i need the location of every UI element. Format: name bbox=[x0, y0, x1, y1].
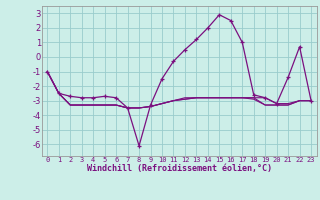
X-axis label: Windchill (Refroidissement éolien,°C): Windchill (Refroidissement éolien,°C) bbox=[87, 164, 272, 173]
